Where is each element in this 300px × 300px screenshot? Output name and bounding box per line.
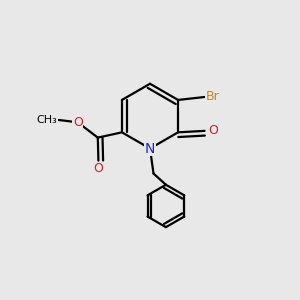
Text: O: O — [208, 124, 218, 137]
Text: O: O — [94, 162, 103, 175]
Text: Br: Br — [206, 91, 220, 103]
Text: CH₃: CH₃ — [37, 115, 57, 125]
Text: N: N — [145, 142, 155, 155]
Text: O: O — [73, 116, 83, 129]
